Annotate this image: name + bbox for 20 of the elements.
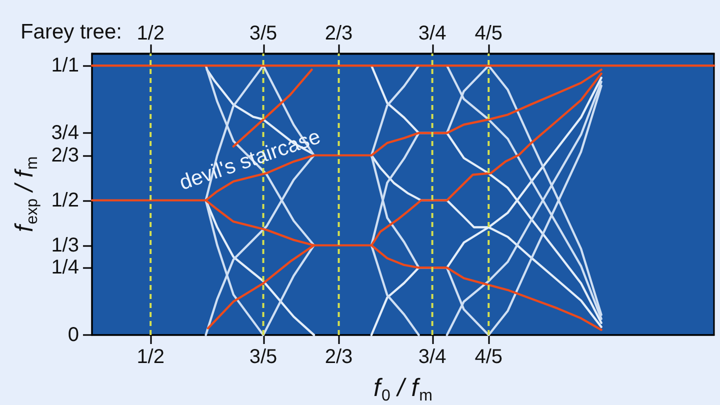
x2-tick-label: 4/5 <box>474 346 503 368</box>
x-tick-label: 4/5 <box>474 22 503 44</box>
x-tick-label: 3/4 <box>418 22 446 44</box>
y-tick-label: 2/3 <box>51 144 79 166</box>
x-tick-label: 1/2 <box>136 22 164 44</box>
annotation: devil's staircase <box>176 125 324 195</box>
x2-tick-label: 1/2 <box>136 346 164 368</box>
y-tick-label: 0 <box>68 324 79 346</box>
y-tick-label: 3/4 <box>51 122 79 144</box>
x-tick-label: 3/5 <box>249 22 278 44</box>
x-tick-label: 2/3 <box>324 22 353 44</box>
x2-tick-label: 2/3 <box>324 346 353 368</box>
y-tick-label: 1/4 <box>51 256 79 279</box>
x2-tick-label: 3/5 <box>249 346 278 368</box>
x2-tick-label: 3/4 <box>418 346 446 368</box>
y-tick-label: 1/3 <box>51 234 79 256</box>
y-tick-label: 1/2 <box>51 189 79 212</box>
y-tick-label: 1/1 <box>51 54 79 77</box>
y-axis-title: fexp / fm <box>10 156 41 232</box>
x2-axis-title: Farey tree: <box>20 20 122 44</box>
